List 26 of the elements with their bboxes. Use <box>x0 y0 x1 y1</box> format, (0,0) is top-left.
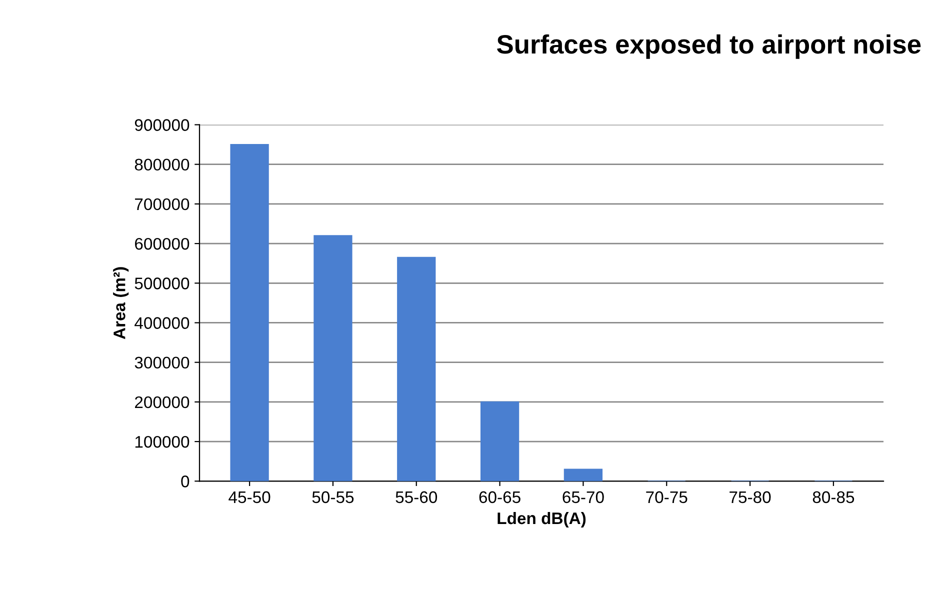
bar <box>314 235 352 482</box>
x-tick-label: 60-65 <box>479 491 520 504</box>
x-tick-label: 50-55 <box>312 491 354 504</box>
x-tick-label: 75-80 <box>730 491 771 504</box>
y-tick-label: 700000 <box>135 198 190 210</box>
x-tick-label: 55-60 <box>396 491 438 504</box>
y-tick-label: 900000 <box>134 119 190 131</box>
x-tick-label: 70-75 <box>646 491 688 504</box>
y-tick-label: 800000 <box>134 158 190 171</box>
y-tick-label: 100000 <box>135 436 190 448</box>
bar <box>480 401 520 482</box>
y-axis-title: Area (m²) <box>113 267 129 340</box>
chart-title: Surfaces exposed to airport noise <box>497 34 921 59</box>
y-tick-label: 400000 <box>134 317 190 329</box>
x-tick-label: 45-50 <box>228 491 270 504</box>
y-tick-label: 500000 <box>134 278 190 290</box>
x-tick-label: 80-85 <box>812 491 854 504</box>
bar <box>397 256 436 482</box>
bar <box>230 144 269 482</box>
x-axis-title: Lden dB(A) <box>498 512 586 528</box>
y-tick-label: 600000 <box>135 238 190 250</box>
y-tick-label: 300000 <box>134 356 190 369</box>
bar <box>564 468 603 482</box>
x-tick-label: 65-70 <box>562 491 604 504</box>
y-tick-label: 200000 <box>135 396 190 408</box>
y-tick-label: 0 <box>181 476 190 488</box>
